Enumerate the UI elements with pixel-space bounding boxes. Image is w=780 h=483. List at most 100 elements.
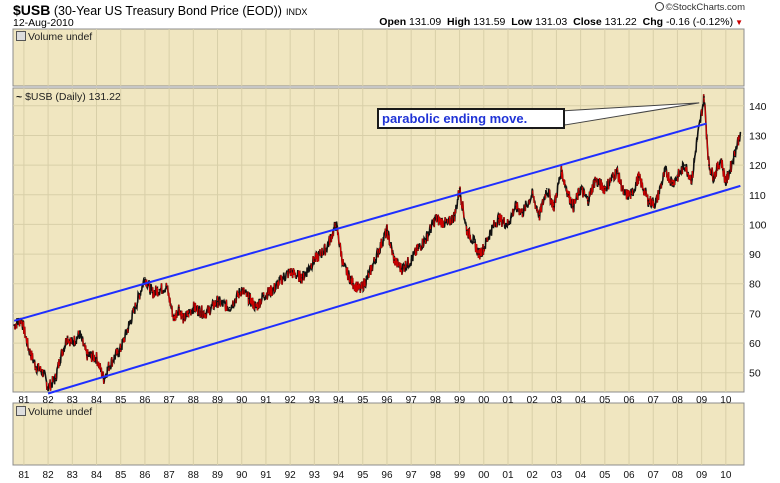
x-tick-label: 84 xyxy=(91,470,103,481)
price-point xyxy=(158,288,161,291)
y-tick-label: 100 xyxy=(749,219,767,231)
x-tick-label: 85 xyxy=(115,470,127,481)
price-point xyxy=(151,291,153,294)
x-tick-label: 88 xyxy=(188,395,200,406)
upper-channel-line xyxy=(13,122,707,322)
price-point xyxy=(458,188,461,190)
price-point xyxy=(359,288,362,291)
price-point xyxy=(483,247,485,249)
price-point xyxy=(35,366,37,368)
price-point xyxy=(647,199,650,202)
x-tick-label: 93 xyxy=(309,395,321,406)
x-tick-label: 94 xyxy=(333,470,345,481)
price-down-ticks xyxy=(14,94,740,391)
price-point xyxy=(187,312,190,315)
price-point xyxy=(531,194,533,196)
price-point xyxy=(466,229,468,232)
price-point xyxy=(683,164,686,166)
x-tick-label: 95 xyxy=(357,470,369,481)
x-tick-label: 01 xyxy=(502,395,514,406)
price-point xyxy=(521,211,524,214)
price-point xyxy=(119,348,122,350)
price-point xyxy=(446,223,449,226)
x-tick-label: 99 xyxy=(454,395,466,406)
x-tick-label: 98 xyxy=(430,395,442,406)
open-label: Open xyxy=(379,16,407,28)
price-point xyxy=(335,223,337,226)
x-tick-label: 87 xyxy=(164,395,176,406)
price-point xyxy=(248,297,250,300)
x-tick-label: 05 xyxy=(599,395,611,406)
x-tick-label: 81 xyxy=(18,470,30,481)
price-point xyxy=(393,259,396,261)
price-point xyxy=(127,327,129,330)
x-tick-label: 83 xyxy=(67,395,79,406)
price-point xyxy=(173,318,175,321)
price-point xyxy=(134,306,136,309)
x-tick-label: 01 xyxy=(502,470,514,481)
price-point xyxy=(366,277,369,279)
logo-icon xyxy=(654,2,664,11)
x-tick-label: 82 xyxy=(43,395,55,406)
price-point xyxy=(560,170,563,172)
price-panel xyxy=(12,87,745,393)
price-point xyxy=(587,199,589,202)
price-point xyxy=(144,277,146,279)
x-tick-label: 82 xyxy=(43,470,55,481)
price-point xyxy=(424,238,427,241)
x-tick-label: 02 xyxy=(527,470,539,481)
x-tick-label: 03 xyxy=(551,395,563,406)
chart-header: $USB (30-Year US Treasury Bond Price (EO… xyxy=(13,2,745,32)
price-point xyxy=(182,318,185,321)
volume-top-label: Volume undef xyxy=(16,31,92,43)
price-point xyxy=(47,386,49,389)
price-point xyxy=(42,371,45,374)
x-tick-label: 84 xyxy=(91,395,103,406)
price-point xyxy=(671,182,674,184)
volume-top-panel xyxy=(12,28,745,87)
price-point xyxy=(553,205,555,208)
x-tick-label: 94 xyxy=(333,395,345,406)
price-point xyxy=(676,176,679,178)
x-tick-label: 86 xyxy=(139,395,151,406)
price-point xyxy=(86,354,88,356)
price-point xyxy=(490,229,492,232)
price-point xyxy=(103,377,105,380)
price-point xyxy=(696,140,698,143)
y-tick-label: 70 xyxy=(749,308,761,320)
y-tick-label: 80 xyxy=(749,279,761,291)
x-tick-label: 08 xyxy=(672,470,684,481)
price-point xyxy=(301,277,304,279)
x-tick-label: 98 xyxy=(430,470,442,481)
low-value: 131.03 xyxy=(535,16,568,28)
x-tick-label: 92 xyxy=(285,395,297,406)
price-point xyxy=(71,342,74,344)
panel-icon xyxy=(16,406,26,416)
x-tick-label: 93 xyxy=(309,470,321,481)
price-point xyxy=(417,247,420,249)
x-tick-label: 85 xyxy=(115,395,127,406)
price-point xyxy=(255,306,258,309)
chart-title: $USB (30-Year US Treasury Bond Price (EO… xyxy=(13,2,307,18)
stockcharts-logo[interactable]: ©StockCharts.com xyxy=(654,2,745,13)
x-tick-label: 92 xyxy=(285,470,297,481)
x-tick-label: 02 xyxy=(527,395,539,406)
price-point xyxy=(54,377,57,380)
x-tick-label: 00 xyxy=(478,470,490,481)
x-tick-label: 91 xyxy=(260,395,272,406)
x-tick-label: 87 xyxy=(164,470,176,481)
price-point xyxy=(59,357,61,359)
price-point xyxy=(165,285,168,288)
price-point xyxy=(66,336,69,338)
x-tick-label: 07 xyxy=(648,470,660,481)
x-tick-label: 99 xyxy=(454,470,466,481)
price-point xyxy=(545,188,548,190)
price-point xyxy=(289,271,292,273)
price-point xyxy=(720,158,722,160)
x-tick-label: 06 xyxy=(623,470,635,481)
x-tick-label: 06 xyxy=(623,395,635,406)
x-tick-label: 07 xyxy=(648,395,660,406)
price-point xyxy=(410,259,413,261)
price-point xyxy=(703,96,705,98)
x-tick-label: 86 xyxy=(139,470,151,481)
